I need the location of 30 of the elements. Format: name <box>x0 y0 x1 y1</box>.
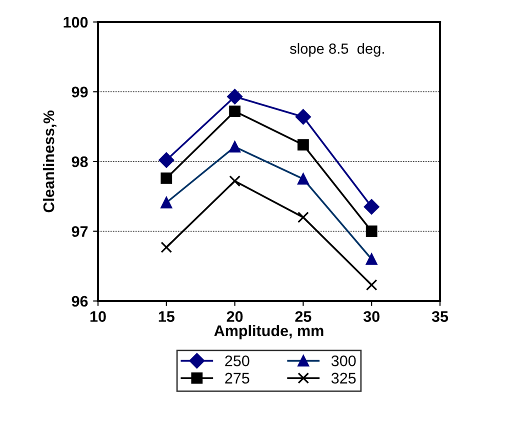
point <box>366 279 378 291</box>
point <box>229 106 240 117</box>
y-tick-label: 99 <box>72 86 88 98</box>
point <box>298 139 309 150</box>
point <box>229 175 240 187</box>
point <box>160 242 172 253</box>
y-tick-label: 100 <box>64 16 88 28</box>
point <box>366 226 378 237</box>
legend-label: 250 <box>225 355 250 366</box>
y-tick-label: 97 <box>72 226 88 237</box>
legend-label: 275 <box>225 372 250 384</box>
annotation: slope 8.5 deg. <box>290 43 384 57</box>
point <box>364 199 380 215</box>
x-tick-label: 25 <box>295 311 312 322</box>
point <box>298 212 309 223</box>
x-tick-label: 35 <box>432 311 448 322</box>
point <box>295 109 311 125</box>
point <box>158 152 174 168</box>
point <box>160 172 172 184</box>
point <box>227 88 243 104</box>
legend-label: 325 <box>331 372 356 384</box>
x-tick-label: 15 <box>158 311 174 322</box>
y-axis-title: Cleanliness,% <box>42 110 56 212</box>
x-tick-label: 10 <box>90 311 106 322</box>
x-tick-label: 20 <box>226 311 243 322</box>
legend-label: 300 <box>331 355 356 366</box>
y-tick-label: 96 <box>72 296 88 307</box>
x-axis-title: Amplitude, mm <box>214 324 324 340</box>
x-tick-label: 30 <box>363 311 380 322</box>
y-tick-label: 98 <box>72 156 88 168</box>
